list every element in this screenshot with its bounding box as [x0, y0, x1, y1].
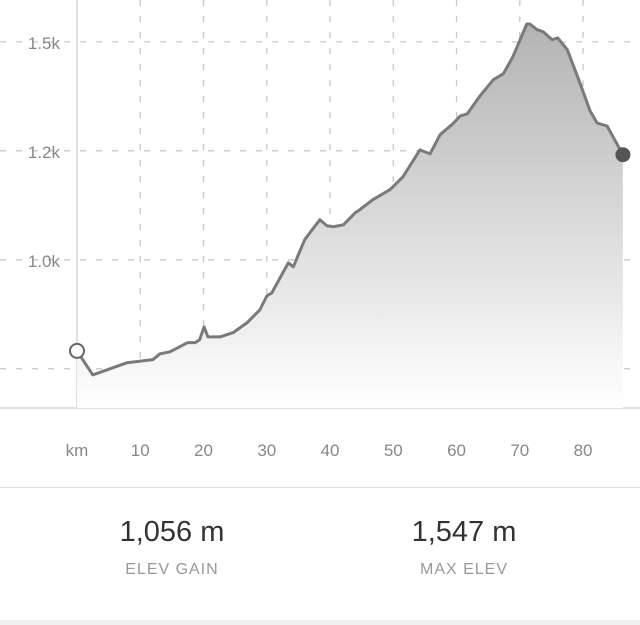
- x-tick-label: 40: [321, 441, 340, 460]
- elev-gain-stat: 1,056 m ELEV GAIN: [12, 516, 332, 579]
- y-tick-label: 1.2k: [28, 143, 61, 162]
- x-tick-label: 20: [194, 441, 213, 460]
- x-tick-label: 70: [510, 441, 529, 460]
- elevation-chart: 1.0k 1.2k 1.5k 10 20 30 40 50 60 70 80 km: [0, 0, 640, 460]
- footer-strip: [0, 620, 640, 625]
- x-tick-label: 60: [447, 441, 466, 460]
- end-marker: [615, 147, 631, 163]
- max-elev-stat: 1,547 m MAX ELEV: [304, 516, 624, 579]
- max-elev-label: MAX ELEV: [419, 561, 509, 578]
- y-tick-label: 1.5k: [28, 34, 61, 53]
- x-tick-label: 80: [574, 441, 593, 460]
- elevation-area: [77, 24, 623, 408]
- elev-gain-value: 1,056 m: [119, 516, 225, 548]
- x-tick-label: 10: [131, 441, 150, 460]
- elev-gain-label: ELEV GAIN: [125, 561, 219, 578]
- x-tick-label: 50: [384, 441, 403, 460]
- x-axis-label: km: [66, 441, 89, 460]
- max-elev-value: 1,547 m: [411, 516, 517, 548]
- x-tick-label: 30: [257, 441, 276, 460]
- start-marker: [69, 342, 85, 359]
- y-tick-label: 1.0k: [28, 252, 61, 271]
- divider: [0, 487, 640, 488]
- elevation-line: [75, 22, 625, 377]
